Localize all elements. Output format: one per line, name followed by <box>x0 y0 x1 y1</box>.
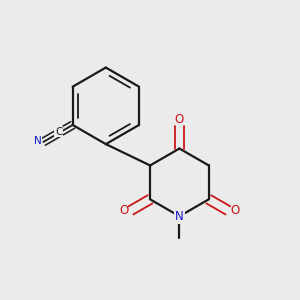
Text: N: N <box>34 136 41 146</box>
Text: C: C <box>55 127 62 136</box>
Text: O: O <box>230 204 240 217</box>
Text: O: O <box>119 204 129 217</box>
Text: O: O <box>175 113 184 127</box>
Text: N: N <box>175 210 184 223</box>
